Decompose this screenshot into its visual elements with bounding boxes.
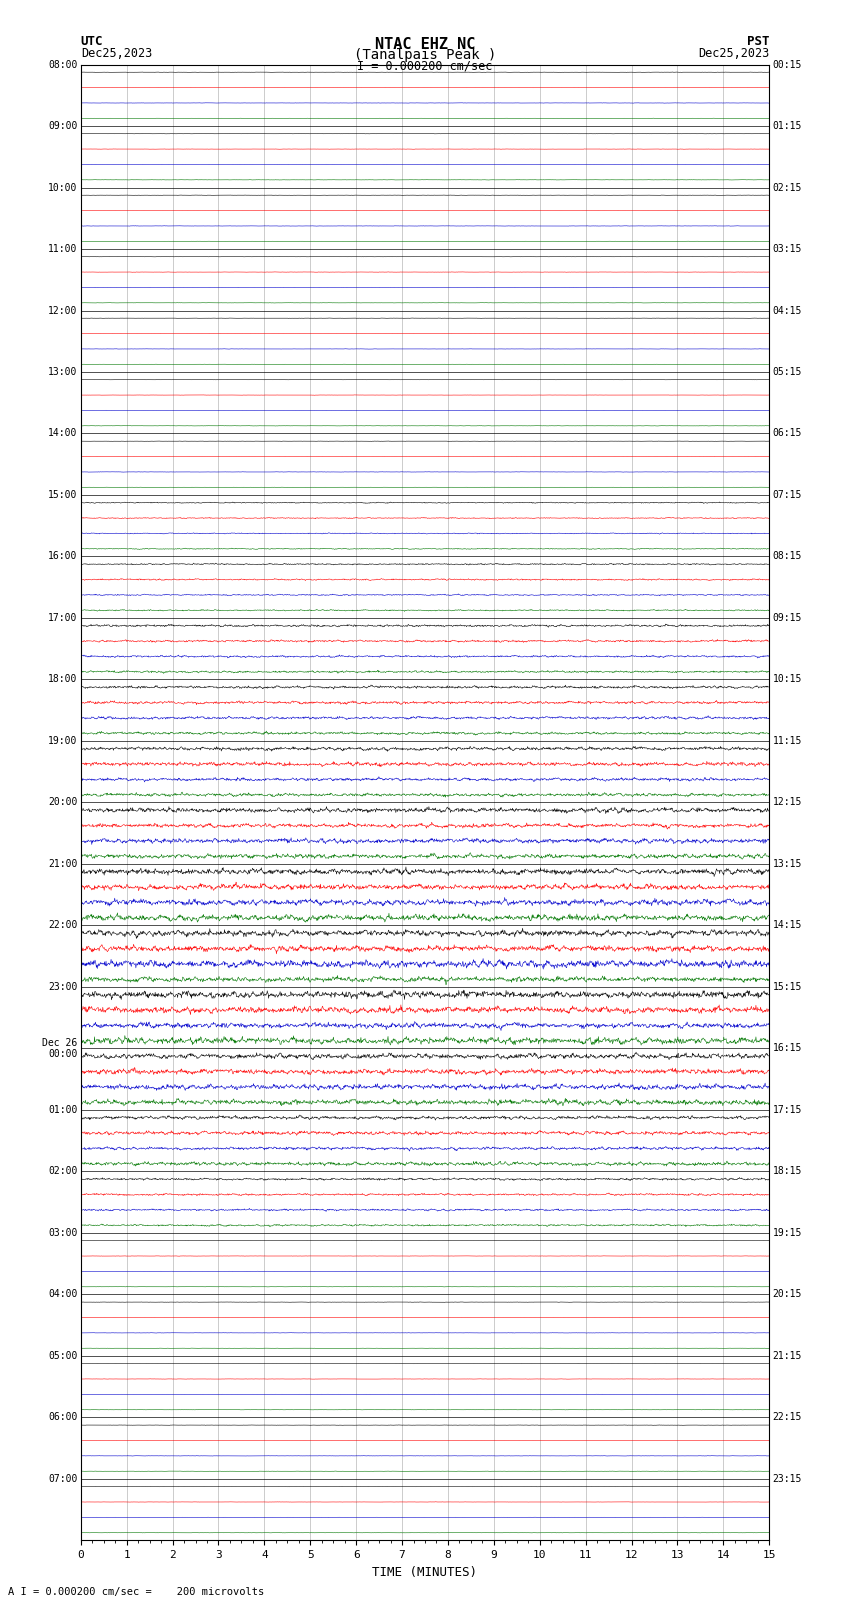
Text: 14:00: 14:00: [48, 429, 77, 439]
Text: 01:15: 01:15: [773, 121, 802, 131]
Text: 03:00: 03:00: [48, 1227, 77, 1237]
Text: 03:15: 03:15: [773, 244, 802, 253]
Text: 16:15: 16:15: [773, 1044, 802, 1053]
Text: 14:15: 14:15: [773, 921, 802, 931]
X-axis label: TIME (MINUTES): TIME (MINUTES): [372, 1566, 478, 1579]
Text: 05:00: 05:00: [48, 1352, 77, 1361]
Text: 04:00: 04:00: [48, 1289, 77, 1300]
Text: 23:15: 23:15: [773, 1474, 802, 1484]
Text: NTAC EHZ NC: NTAC EHZ NC: [375, 37, 475, 52]
Text: 10:15: 10:15: [773, 674, 802, 684]
Text: 19:15: 19:15: [773, 1227, 802, 1237]
Text: I = 0.000200 cm/sec: I = 0.000200 cm/sec: [357, 60, 493, 73]
Text: 09:15: 09:15: [773, 613, 802, 623]
Text: 02:15: 02:15: [773, 182, 802, 192]
Text: 20:15: 20:15: [773, 1289, 802, 1300]
Text: 02:00: 02:00: [48, 1166, 77, 1176]
Text: 18:00: 18:00: [48, 674, 77, 684]
Text: (Tanalpais Peak ): (Tanalpais Peak ): [354, 48, 496, 63]
Text: 11:15: 11:15: [773, 736, 802, 745]
Text: 01:00: 01:00: [48, 1105, 77, 1115]
Text: 22:00: 22:00: [48, 921, 77, 931]
Text: Dec25,2023: Dec25,2023: [81, 47, 152, 60]
Text: 11:00: 11:00: [48, 244, 77, 253]
Text: 13:15: 13:15: [773, 860, 802, 869]
Text: 19:00: 19:00: [48, 736, 77, 745]
Text: 07:00: 07:00: [48, 1474, 77, 1484]
Text: 17:00: 17:00: [48, 613, 77, 623]
Text: 15:00: 15:00: [48, 490, 77, 500]
Text: 16:00: 16:00: [48, 552, 77, 561]
Text: 09:00: 09:00: [48, 121, 77, 131]
Text: 17:15: 17:15: [773, 1105, 802, 1115]
Text: UTC: UTC: [81, 35, 103, 48]
Text: PST: PST: [747, 35, 769, 48]
Text: 00:15: 00:15: [773, 60, 802, 69]
Text: 18:15: 18:15: [773, 1166, 802, 1176]
Text: 23:00: 23:00: [48, 982, 77, 992]
Text: 06:15: 06:15: [773, 429, 802, 439]
Text: Dec 26
00:00: Dec 26 00:00: [42, 1037, 77, 1060]
Text: 10:00: 10:00: [48, 182, 77, 192]
Text: 12:15: 12:15: [773, 797, 802, 808]
Text: 08:15: 08:15: [773, 552, 802, 561]
Text: 05:15: 05:15: [773, 368, 802, 377]
Text: 07:15: 07:15: [773, 490, 802, 500]
Text: 04:15: 04:15: [773, 305, 802, 316]
Text: 12:00: 12:00: [48, 305, 77, 316]
Text: 13:00: 13:00: [48, 368, 77, 377]
Text: Dec25,2023: Dec25,2023: [698, 47, 769, 60]
Text: 08:00: 08:00: [48, 60, 77, 69]
Text: 20:00: 20:00: [48, 797, 77, 808]
Text: 21:15: 21:15: [773, 1352, 802, 1361]
Text: A I = 0.000200 cm/sec =    200 microvolts: A I = 0.000200 cm/sec = 200 microvolts: [8, 1587, 264, 1597]
Text: 21:00: 21:00: [48, 860, 77, 869]
Text: 06:00: 06:00: [48, 1413, 77, 1423]
Text: 15:15: 15:15: [773, 982, 802, 992]
Text: 22:15: 22:15: [773, 1413, 802, 1423]
